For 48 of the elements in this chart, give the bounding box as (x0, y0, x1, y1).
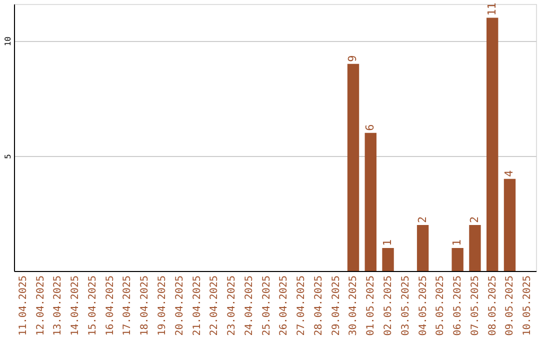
bar (452, 248, 464, 271)
x-tick-label: 12.04.2025 (35, 276, 46, 336)
x-tick-label: 14.04.2025 (70, 276, 82, 336)
y-tick-label: 10 (4, 36, 12, 46)
data-label: 1 (450, 239, 464, 246)
x-tick-label: 17.04.2025 (122, 276, 134, 336)
x-tick-label: 24.04.2025 (244, 276, 255, 336)
data-label: 6 (364, 124, 377, 131)
x-tick-label: 18.04.2025 (140, 276, 151, 336)
x-tick-label: 26.04.2025 (278, 276, 290, 336)
x-tick-label: 04.05.2025 (418, 276, 429, 336)
x-tick-label: 10.05.2025 (522, 276, 534, 336)
data-label: 2 (416, 216, 429, 223)
x-tick-label: 16.04.2025 (104, 276, 116, 336)
x-tick-label: 23.04.2025 (226, 276, 238, 336)
x-tick-label: 21.04.2025 (192, 276, 203, 336)
x-tick-label: 06.05.2025 (452, 276, 464, 336)
x-tick-label: 02.05.2025 (383, 276, 394, 336)
x-tick-label: 25.04.2025 (261, 276, 272, 336)
x-tick-label: 20.04.2025 (174, 276, 186, 336)
bar (364, 132, 376, 271)
x-tick-label: 13.04.2025 (52, 276, 64, 336)
x-tick-label: 15.04.2025 (87, 276, 98, 336)
y-tick-label: 5 (4, 154, 12, 159)
x-tick-label: 03.05.2025 (400, 276, 412, 336)
data-label: 9 (346, 55, 360, 62)
x-tick-label: 28.04.2025 (313, 276, 324, 336)
x-tick-label: 30.04.2025 (348, 276, 360, 336)
data-label: 1 (381, 239, 394, 246)
x-tick-label: 11.04.2025 (18, 276, 29, 336)
x-tick-label: 07.05.2025 (470, 276, 481, 336)
x-tick-label: 08.05.2025 (487, 276, 498, 336)
bar (347, 64, 360, 271)
bar (382, 248, 394, 271)
x-tick-label: 09.05.2025 (504, 276, 516, 336)
data-label: 2 (468, 216, 481, 223)
x-tick-label: 22.04.2025 (209, 276, 220, 336)
x-tick-label: 27.04.2025 (296, 276, 308, 336)
bar (486, 18, 498, 271)
x-tick-label: 05.05.2025 (435, 276, 446, 336)
x-tick-label: 01.05.2025 (366, 276, 377, 336)
data-label: 4 (502, 170, 516, 177)
data-label: 11 (485, 2, 498, 16)
x-tick-label: 29.04.2025 (330, 276, 342, 336)
bar (504, 178, 516, 271)
bar (469, 224, 481, 271)
x-tick-label: 19.04.2025 (156, 276, 168, 336)
bar (416, 224, 429, 271)
